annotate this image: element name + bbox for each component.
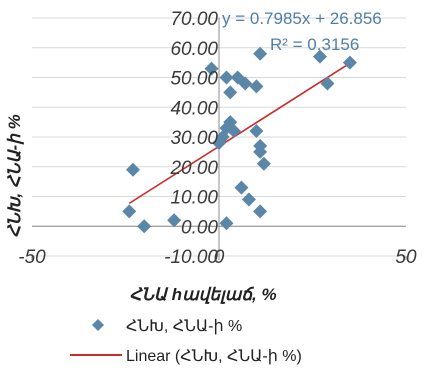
- x-tick-label: -50: [18, 247, 46, 268]
- trendline-equation: y = 0.7985x + 26.856: [222, 9, 382, 28]
- data-point: [219, 70, 234, 85]
- data-point: [219, 216, 234, 231]
- data-point: [249, 124, 264, 139]
- data-point: [312, 49, 327, 64]
- data-points: [122, 46, 357, 234]
- trendline-layer: [128, 60, 355, 205]
- data-point: [204, 61, 219, 76]
- data-point: [223, 85, 238, 100]
- data-point: [122, 204, 137, 219]
- x-tick-label: 50: [395, 247, 417, 268]
- trendline: [128, 60, 355, 205]
- data-point: [253, 46, 268, 61]
- y-tick-label: 60.00: [170, 39, 218, 60]
- data-point: [167, 213, 182, 228]
- legend-marker-diamond: [92, 319, 104, 331]
- y-tick-label: 20.00: [169, 158, 218, 179]
- y-tick-label: 50.00: [170, 69, 218, 90]
- legend-item-trendline: Linear (ՀՆԽ, ՀՆԱ-ի %): [70, 348, 302, 365]
- data-point: [125, 162, 140, 177]
- y-tick-label: 40.00: [170, 98, 218, 119]
- legend: ՀՆԽ, ՀՆԱ-ի % Linear (ՀՆԽ, ՀՆԱ-ի %): [70, 318, 302, 365]
- data-point: [226, 124, 241, 139]
- legend-label-trendline: Linear (ՀՆԽ, ՀՆԱ-ի %): [126, 348, 302, 365]
- data-point: [241, 192, 256, 207]
- data-point: [253, 204, 268, 219]
- data-point: [238, 76, 253, 91]
- trendline-r-squared: R² = 0.3156: [270, 35, 359, 54]
- y-axis-title: ՀՆԽ, ՀՆԱ-ի %: [5, 114, 24, 238]
- y-tick-label: 30.00: [170, 128, 218, 149]
- data-point: [320, 76, 335, 91]
- legend-item-series: ՀՆԽ, ՀՆԱ-ի %: [92, 318, 242, 335]
- y-tick-label: 0.00: [181, 217, 218, 238]
- data-point: [342, 55, 357, 70]
- x-axis-title: ՀՆԱ hավելաճ, %: [129, 285, 276, 304]
- tick-labels: -10.00 0.00 10.00 20.00 30.00 40.00 50.00 60.00…: [18, 9, 417, 268]
- legend-label-series: ՀՆԽ, ՀՆԱ-ի %: [126, 318, 242, 335]
- y-tick-label: 70.00: [170, 9, 218, 30]
- data-point: [256, 156, 271, 171]
- data-point: [249, 79, 264, 94]
- y-tick-label: -10.00: [164, 247, 218, 268]
- data-point: [253, 144, 268, 159]
- data-point: [137, 219, 152, 234]
- y-tick-label: 10.00: [170, 188, 218, 209]
- x-tick-label: 0: [214, 247, 225, 268]
- data-point: [234, 180, 249, 195]
